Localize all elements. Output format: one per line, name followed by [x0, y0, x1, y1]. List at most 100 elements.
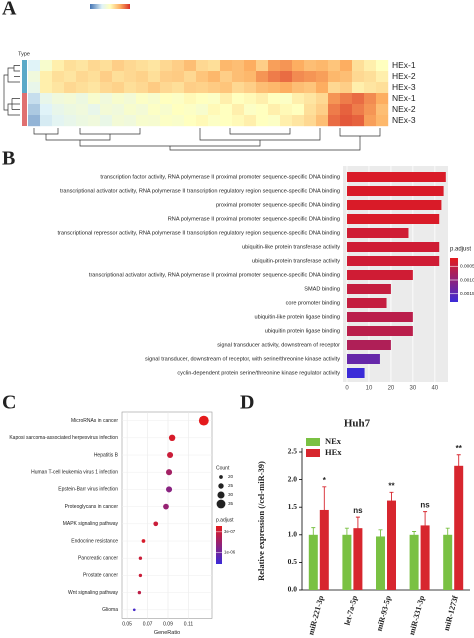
heatmap-cell — [100, 104, 113, 116]
heatmap-cell — [244, 104, 257, 116]
dot — [198, 415, 209, 426]
legend-dot — [218, 483, 224, 489]
significance: ** — [388, 481, 395, 490]
legend-label: 0.0010 — [460, 277, 474, 283]
heatmap-cell — [172, 60, 185, 72]
chart-title: Huh7 — [344, 418, 371, 430]
row-dendrogram — [3, 65, 20, 116]
heatmap-cell — [256, 115, 269, 127]
heatmap-cell — [292, 115, 305, 127]
heatmap-cell — [28, 115, 41, 127]
heatmap-cell — [208, 71, 221, 83]
heatmap-cell — [316, 104, 329, 116]
y-tick-label: Pancreatic cancer — [78, 556, 118, 562]
x-tick-label: 10 — [366, 386, 373, 392]
x-tick-label: miR-221-3p — [306, 594, 325, 636]
row-label: NEx-1 — [392, 93, 416, 103]
x-axis-label: GeneRatio — [154, 630, 180, 636]
heatmap-cell — [340, 115, 353, 127]
heatmap-cell — [220, 60, 233, 72]
heatmap-cell — [28, 71, 41, 83]
y-tick-label: Prostate cancer — [83, 573, 118, 579]
legend-label: 20 — [228, 474, 234, 479]
legend-label: 3e-07 — [224, 529, 236, 534]
legend-label: 1e-06 — [224, 549, 236, 554]
heatmap-cell — [148, 71, 161, 83]
heatmap-cell — [220, 93, 233, 105]
heatmap-cell — [328, 71, 341, 83]
y-tick-label: RNA polymerase II proximal promoter sequ… — [168, 216, 340, 222]
heatmap-cell — [52, 60, 65, 72]
heatmap-cell — [340, 71, 353, 83]
bar — [347, 270, 413, 280]
y-tick-label: 2.0 — [288, 474, 298, 483]
error-bar — [456, 454, 461, 478]
x-tick-label: 40 — [431, 386, 438, 392]
row-label: HEx-1 — [392, 60, 416, 70]
heatmap-cell — [136, 115, 149, 127]
bar — [347, 326, 413, 336]
column-dendrogram — [33, 128, 381, 151]
y-tick-label: proximal promoter sequence-specific DNA … — [216, 202, 340, 208]
bar — [387, 500, 396, 590]
significance: ns — [420, 501, 430, 510]
legend-title: Count — [216, 465, 230, 471]
x-tick-label: 30 — [410, 386, 417, 392]
y-tick-label: signal transducer, downstream of recepto… — [145, 356, 340, 362]
heatmap-cell — [316, 71, 329, 83]
legend-swatch — [306, 449, 320, 457]
y-tick-label: Kaposi sarcoma-associated herpesvirus in… — [9, 435, 118, 441]
heatmap-cell — [76, 71, 89, 83]
heatmap-cell — [340, 104, 353, 116]
heatmap-cell — [304, 115, 317, 127]
legend-dot — [217, 491, 225, 499]
heatmap-cell — [136, 93, 149, 105]
heatmap-cell — [340, 93, 353, 105]
heatmap-cell — [316, 60, 329, 72]
heatmap-cell — [40, 104, 53, 116]
heatmap-cell — [160, 82, 173, 94]
error-bar — [355, 516, 360, 540]
heatmap-cell — [280, 71, 293, 83]
bar — [443, 534, 453, 590]
heatmap-cell — [268, 93, 281, 105]
heatmap-cell — [220, 115, 233, 127]
heatmap-cell — [64, 71, 77, 83]
heatmap-cell — [328, 60, 341, 72]
heatmap-cell — [328, 115, 341, 127]
bar — [420, 525, 430, 590]
heatmap-cell — [100, 82, 113, 94]
heatmap-cell — [352, 71, 365, 83]
heatmap-cell — [184, 104, 197, 116]
bar — [347, 256, 440, 266]
bar — [347, 368, 365, 378]
heatmap-cell — [88, 93, 101, 105]
panel-label: C — [2, 392, 16, 414]
heatmap-cell — [76, 115, 89, 127]
heatmap-cell — [208, 104, 221, 116]
heatmap-cell — [208, 60, 221, 72]
y-tick-label: transcriptional activator activity, RNA … — [60, 188, 340, 194]
bar — [308, 534, 318, 590]
heatmap-cell — [52, 104, 65, 116]
heatmap-cell — [172, 82, 185, 94]
heatmap-cell — [304, 71, 317, 83]
significance: ** — [456, 444, 463, 453]
heatmap-cell — [64, 82, 77, 94]
heatmap-cell — [352, 82, 365, 94]
heatmap-cell — [280, 82, 293, 94]
legend-label: 0.0015 — [460, 291, 474, 297]
error-bar — [322, 486, 327, 534]
heatmap-cell — [160, 71, 173, 83]
y-tick-label: Endocrine resistance — [71, 538, 118, 544]
legend-label: NEx — [325, 436, 342, 446]
heatmap-cell — [244, 93, 257, 105]
heatmap-cell — [208, 115, 221, 127]
heatmap-cell — [280, 104, 293, 116]
heatmap-cell — [376, 115, 389, 127]
heatmap-cell — [112, 115, 125, 127]
heatmap-cell — [28, 82, 41, 94]
heatmap-cell — [184, 115, 197, 127]
bar — [319, 509, 329, 590]
